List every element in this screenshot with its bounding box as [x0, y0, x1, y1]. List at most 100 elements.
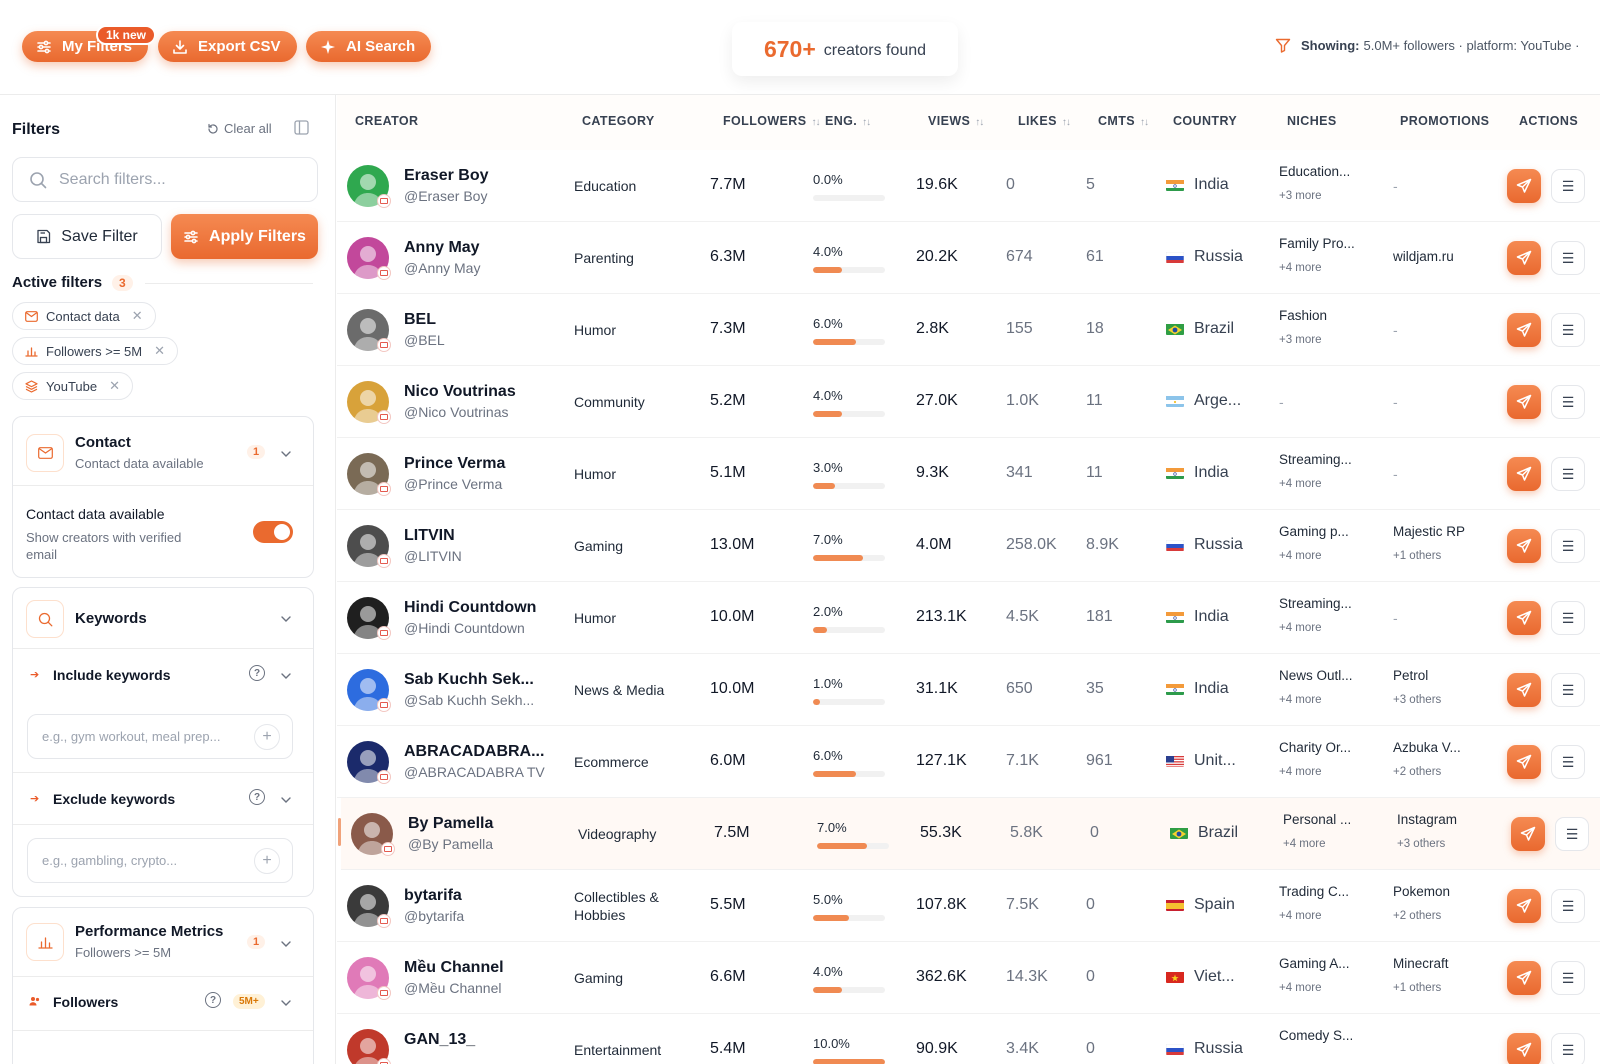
send-outreach-button[interactable]	[1507, 313, 1541, 347]
promotion-more[interactable]: +1 others	[1393, 982, 1442, 994]
creator-name[interactable]: Eraser Boy	[404, 167, 489, 184]
row-menu-button[interactable]: ☰	[1551, 1033, 1585, 1064]
table-row[interactable]: Sab Kuchh Sek... @Sab Kuchh Sekh... News…	[337, 654, 1600, 726]
chevron-down-icon[interactable]	[279, 937, 293, 951]
niche-more[interactable]: +4 more	[1283, 838, 1326, 850]
row-menu-button[interactable]: ☰	[1551, 673, 1585, 707]
send-outreach-button[interactable]	[1507, 601, 1541, 635]
send-outreach-button[interactable]	[1507, 385, 1541, 419]
send-outreach-button[interactable]	[1507, 961, 1541, 995]
row-menu-button[interactable]: ☰	[1551, 169, 1585, 203]
help-icon[interactable]: ?	[249, 789, 265, 805]
chevron-down-icon[interactable]	[279, 612, 293, 626]
row-menu-button[interactable]: ☰	[1551, 601, 1585, 635]
creator-name[interactable]: By Pamella	[408, 815, 494, 832]
creator-name[interactable]: LITVIN	[404, 527, 455, 544]
table-row[interactable]: Eraser Boy @Eraser Boy Education 7.7M 0.…	[337, 150, 1600, 222]
column-followers[interactable]: FOLLOWERS ↑↓	[723, 114, 820, 128]
help-icon[interactable]: ?	[249, 665, 265, 681]
send-outreach-button[interactable]	[1507, 889, 1541, 923]
niche-more[interactable]: +4 more	[1279, 910, 1322, 922]
chevron-down-icon[interactable]	[279, 793, 293, 807]
table-row[interactable]: LITVIN @LITVIN Gaming 13.0M 7.0% 4.0M 25…	[337, 510, 1600, 582]
column-promotions[interactable]: PROMOTIONS	[1400, 114, 1490, 128]
send-outreach-button[interactable]	[1507, 673, 1541, 707]
table-row[interactable]: By Pamella @By Pamella Videography 7.5M …	[338, 798, 1600, 870]
niche-more[interactable]: +4 more	[1279, 622, 1322, 634]
niche-more[interactable]: +4 more	[1279, 550, 1322, 562]
column-creator[interactable]: CREATOR	[355, 114, 419, 128]
creator-name[interactable]: Hindi Countdown	[404, 599, 537, 616]
niche-more[interactable]: +4 more	[1279, 262, 1322, 274]
chevron-down-icon[interactable]	[279, 996, 293, 1010]
table-row[interactable]: Hindi Countdown @Hindi Countdown Humor 1…	[337, 582, 1600, 654]
column-cmts[interactable]: CMTS ↑↓	[1098, 114, 1149, 128]
creator-name[interactable]: Anny May	[404, 239, 480, 256]
ai-search-button[interactable]: AI Search	[306, 31, 432, 62]
promotion-more[interactable]: +2 others	[1393, 910, 1442, 922]
niche-more[interactable]: +4 more	[1279, 694, 1322, 706]
filter-chip-followers[interactable]: Followers >= 5M ✕	[12, 337, 178, 365]
column-country[interactable]: COUNTRY	[1173, 114, 1238, 128]
add-exclude-keyword-button[interactable]: +	[254, 848, 280, 874]
promotion-more[interactable]: +3 others	[1393, 694, 1442, 706]
promotion-more[interactable]: +2 others	[1393, 766, 1442, 778]
creator-name[interactable]: Sab Kuchh Sek...	[404, 671, 534, 688]
row-menu-button[interactable]: ☰	[1555, 817, 1589, 851]
filter-chip-youtube[interactable]: YouTube ✕	[12, 372, 133, 400]
remove-chip-icon[interactable]: ✕	[131, 308, 143, 323]
row-menu-button[interactable]: ☰	[1551, 529, 1585, 563]
creator-name[interactable]: GAN_13_	[404, 1031, 476, 1048]
creator-name[interactable]: Prince Verma	[404, 455, 506, 472]
niche-more[interactable]: +4 more	[1279, 982, 1322, 994]
table-row[interactable]: Prince Verma @Prince Verma Humor 5.1M 3.…	[337, 438, 1600, 510]
row-menu-button[interactable]: ☰	[1551, 241, 1585, 275]
column-category[interactable]: CATEGORY	[582, 114, 655, 128]
send-outreach-button[interactable]	[1507, 745, 1541, 779]
table-row[interactable]: Nico Voutrinas @Nico Voutrinas Community…	[337, 366, 1600, 438]
row-menu-button[interactable]: ☰	[1551, 961, 1585, 995]
save-filter-button[interactable]: Save Filter	[12, 214, 162, 259]
creator-name[interactable]: BEL	[404, 311, 436, 328]
niche-more[interactable]: +3 more	[1279, 334, 1322, 346]
exclude-keywords-input[interactable]	[42, 853, 242, 868]
table-row[interactable]: Mều Channel @Mều Channel Gaming 6.6M 4.0…	[337, 942, 1600, 1014]
add-include-keyword-button[interactable]: +	[254, 724, 280, 750]
avatar[interactable]	[347, 237, 389, 279]
export-csv-button[interactable]: Export CSV	[158, 31, 297, 62]
row-menu-button[interactable]: ☰	[1551, 745, 1585, 779]
row-menu-button[interactable]: ☰	[1551, 385, 1585, 419]
send-outreach-button[interactable]	[1507, 1033, 1541, 1064]
column-likes[interactable]: LIKES ↑↓	[1018, 114, 1071, 128]
creator-name[interactable]: Mều Channel	[404, 959, 504, 976]
include-keywords-input[interactable]	[42, 729, 242, 744]
send-outreach-button[interactable]	[1507, 169, 1541, 203]
table-row[interactable]: ABRACADABRA... @ABRACADABRA TV Ecommerce…	[337, 726, 1600, 798]
promotion-more[interactable]: +1 others	[1393, 550, 1442, 562]
collapse-sidebar-icon[interactable]	[294, 120, 309, 135]
table-row[interactable]: GAN_13_ Entertainment 5.4M 10.0% 90.9K 3…	[337, 1014, 1600, 1064]
send-outreach-button[interactable]	[1511, 817, 1545, 851]
creator-name[interactable]: Nico Voutrinas	[404, 383, 516, 400]
filter-chip-contact[interactable]: Contact data ✕	[12, 302, 156, 330]
chevron-down-icon[interactable]	[279, 447, 293, 461]
remove-chip-icon[interactable]: ✕	[154, 343, 165, 358]
niche-more[interactable]: +4 more	[1279, 478, 1322, 490]
niche-more[interactable]: +3 more	[1279, 190, 1322, 202]
clear-all-button[interactable]: Clear all	[207, 121, 272, 136]
avatar[interactable]	[347, 669, 389, 711]
table-row[interactable]: bytarifa @bytarifa Collectibles & Hobbie…	[337, 870, 1600, 942]
help-icon[interactable]: ?	[205, 992, 221, 1008]
contact-data-toggle[interactable]	[253, 521, 293, 543]
column-eng[interactable]: ENG. ↑↓	[825, 114, 871, 128]
send-outreach-button[interactable]	[1507, 529, 1541, 563]
send-outreach-button[interactable]	[1507, 457, 1541, 491]
creator-name[interactable]: ABRACADABRA...	[404, 743, 545, 760]
row-menu-button[interactable]: ☰	[1551, 313, 1585, 347]
apply-filters-button[interactable]: Apply Filters	[171, 214, 318, 259]
remove-chip-icon[interactable]: ✕	[109, 378, 120, 393]
creator-name[interactable]: bytarifa	[404, 887, 462, 904]
row-menu-button[interactable]: ☰	[1551, 457, 1585, 491]
niche-more[interactable]: +4 more	[1279, 766, 1322, 778]
column-niches[interactable]: NICHES	[1287, 114, 1337, 128]
